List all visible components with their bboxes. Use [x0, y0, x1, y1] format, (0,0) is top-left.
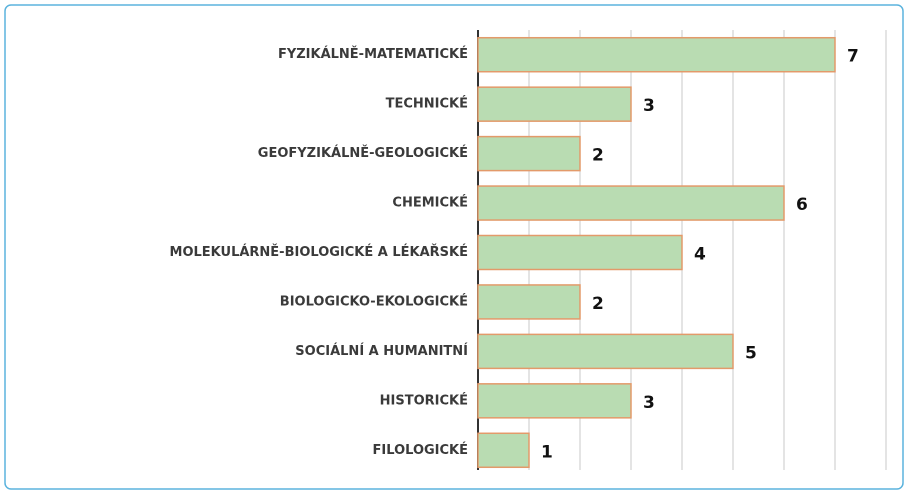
bar — [477, 284, 581, 320]
category-label: CHEMICKÉ — [392, 195, 468, 211]
category-label: GEOFYZIKÁLNĚ-GEOLOGICKÉ — [258, 145, 468, 161]
value-label: 7 — [847, 47, 859, 67]
value-label: 3 — [643, 96, 655, 116]
value-label: 3 — [643, 393, 655, 413]
value-label: 2 — [592, 146, 604, 166]
bar — [477, 185, 785, 221]
category-label: TECHNICKÉ — [386, 96, 468, 112]
value-label: 1 — [541, 442, 553, 462]
category-label: FYZIKÁLNĚ-MATEMATICKÉ — [278, 46, 468, 62]
value-label: 6 — [796, 195, 808, 215]
bar — [477, 36, 836, 73]
bar — [477, 86, 632, 122]
bar — [477, 432, 530, 469]
category-label: BIOLOGICKO-EKOLOGICKÉ — [280, 293, 468, 309]
category-label: HISTORICKÉ — [380, 392, 468, 408]
bar — [477, 135, 581, 172]
value-label: 2 — [592, 294, 604, 314]
value-label: 5 — [745, 343, 757, 363]
value-label: 4 — [694, 245, 706, 265]
bar — [477, 333, 734, 370]
bar — [477, 383, 632, 419]
category-label: FILOLOGICKÉ — [373, 442, 468, 458]
category-label: MOLEKULÁRNĚ-BIOLOGICKÉ A LÉKAŘSKÉ — [170, 244, 468, 260]
bar — [477, 234, 683, 271]
category-label: SOCIÁLNÍ A HUMANITNÍ — [295, 343, 468, 359]
